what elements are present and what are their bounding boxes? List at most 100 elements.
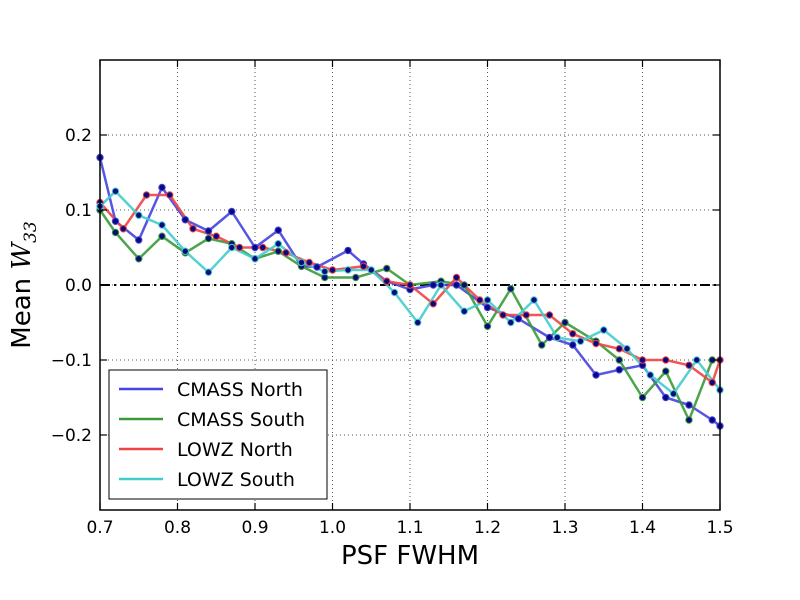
- data-point-cmass-south: [460, 281, 468, 289]
- data-point-lowz-south: [251, 255, 259, 263]
- data-point-cmass-north: [181, 216, 189, 224]
- x-tick-label: 1.2: [474, 518, 501, 538]
- data-point-cmass-south: [615, 356, 623, 364]
- data-point-lowz-south: [181, 247, 189, 255]
- data-point-lowz-north: [615, 345, 623, 353]
- data-point-lowz-south: [204, 268, 213, 276]
- data-point-cmass-north: [274, 226, 282, 234]
- data-point-cmass-north: [452, 281, 461, 289]
- data-point-lowz-north: [569, 330, 577, 338]
- data-point-lowz-north: [119, 225, 127, 233]
- x-tick-label: 0.9: [241, 518, 268, 538]
- data-point-cmass-south: [507, 285, 515, 293]
- data-point-cmass-south: [111, 228, 120, 237]
- legend-box: [108, 369, 328, 500]
- data-point-cmass-north: [545, 333, 554, 342]
- data-point-lowz-north: [212, 232, 220, 240]
- data-point-lowz-south: [111, 187, 120, 195]
- data-point-lowz-south: [483, 296, 492, 304]
- data-point-lowz-south: [367, 266, 375, 274]
- y-axis-title: Mean W33: [7, 221, 41, 348]
- y-axis-title-variable: W: [7, 241, 37, 270]
- data-point-lowz-north: [545, 311, 554, 319]
- data-point-cmass-south: [383, 264, 391, 273]
- legend-label: LOWZ North: [177, 439, 293, 461]
- data-point-lowz-south: [600, 326, 608, 334]
- y-tick-label: −0.1: [51, 351, 92, 371]
- data-point-cmass-north: [569, 341, 577, 349]
- data-point-lowz-south: [623, 345, 631, 353]
- legend: CMASS North CMASS South LOWZ North LOWZ Sou…: [108, 369, 328, 500]
- data-point-cmass-north: [429, 281, 437, 289]
- x-tick-label: 1.3: [551, 518, 578, 538]
- data-point-lowz-north: [305, 258, 313, 267]
- y-axis-title-subscript: 33: [21, 221, 41, 243]
- data-point-lowz-north: [166, 191, 174, 199]
- data-point-cmass-north: [251, 243, 259, 252]
- series-line-cmass-north: [98, 157, 721, 427]
- data-point-cmass-north: [135, 236, 143, 244]
- data-point-lowz-south: [437, 281, 445, 289]
- data-point-lowz-south: [646, 371, 654, 379]
- data-point-cmass-south: [561, 318, 569, 327]
- data-point-lowz-north: [452, 273, 461, 282]
- legend-label: CMASS South: [177, 409, 305, 431]
- x-axis-title: PSF FWHM: [341, 541, 479, 571]
- data-point-lowz-north: [662, 356, 670, 364]
- series-markers: [96, 153, 724, 430]
- x-tick-label: 0.7: [86, 518, 113, 538]
- legend-label: CMASS North: [177, 379, 303, 401]
- data-point-cmass-north: [483, 303, 492, 312]
- data-point-cmass-south: [685, 416, 693, 424]
- series-lines: [98, 157, 722, 427]
- data-point-cmass-south: [538, 341, 546, 349]
- data-point-lowz-south: [576, 337, 585, 345]
- data-point-lowz-south: [414, 318, 422, 327]
- y-axis-title-prefix: Mean: [7, 270, 37, 349]
- data-point-cmass-south: [274, 247, 282, 255]
- data-point-lowz-north: [499, 311, 507, 319]
- y-tick-label: −0.2: [51, 426, 92, 446]
- data-point-lowz-north: [522, 311, 530, 319]
- data-point-cmass-south: [158, 232, 166, 240]
- x-tick-label: 1.4: [629, 518, 656, 538]
- data-point-cmass-north: [514, 315, 523, 323]
- data-point-cmass-north: [708, 416, 716, 424]
- data-point-lowz-north: [429, 300, 437, 308]
- data-point-lowz-north: [383, 277, 391, 285]
- data-point-lowz-south: [390, 288, 399, 297]
- data-point-cmass-north: [615, 366, 623, 374]
- data-point-lowz-south: [530, 296, 538, 304]
- data-point-cmass-south: [135, 255, 143, 263]
- axis-ticks: 0.7 0.8 0.9 1.0 1.1 1.2 1.3 1.4 1.5 0.2 0.1 0.0 −0.1…: [51, 60, 734, 538]
- data-point-cmass-south: [483, 322, 492, 330]
- data-point-lowz-north: [685, 361, 693, 369]
- data-point-cmass-north: [592, 371, 600, 379]
- data-point-lowz-south: [135, 211, 143, 219]
- data-point-lowz-south: [553, 333, 561, 342]
- data-point-lowz-south: [693, 356, 701, 364]
- data-point-cmass-north: [685, 401, 693, 409]
- data-point-lowz-south: [297, 258, 306, 267]
- data-point-cmass-north: [204, 227, 213, 235]
- data-point-lowz-north: [142, 191, 151, 199]
- x-tick-label: 1.0: [319, 518, 346, 538]
- series-line-lowz-south: [99, 190, 721, 395]
- data-point-lowz-south: [158, 221, 166, 229]
- x-tick-label: 0.8: [164, 518, 191, 538]
- data-point-cmass-north: [313, 263, 321, 271]
- data-point-cmass-south: [204, 234, 213, 243]
- data-point-lowz-north: [259, 243, 267, 252]
- data-point-lowz-south: [460, 307, 468, 315]
- data-point-cmass-north: [228, 207, 236, 216]
- data-point-cmass-south: [662, 367, 670, 375]
- data-point-lowz-north: [592, 339, 600, 348]
- data-point-cmass-south: [321, 273, 329, 282]
- y-tick-label: 0.0: [65, 276, 92, 296]
- data-point-lowz-north: [638, 356, 647, 364]
- data-point-lowz-south: [321, 267, 329, 276]
- data-point-lowz-north: [708, 378, 716, 387]
- data-point-lowz-north: [359, 262, 368, 270]
- series-line-cmass-south: [98, 209, 714, 422]
